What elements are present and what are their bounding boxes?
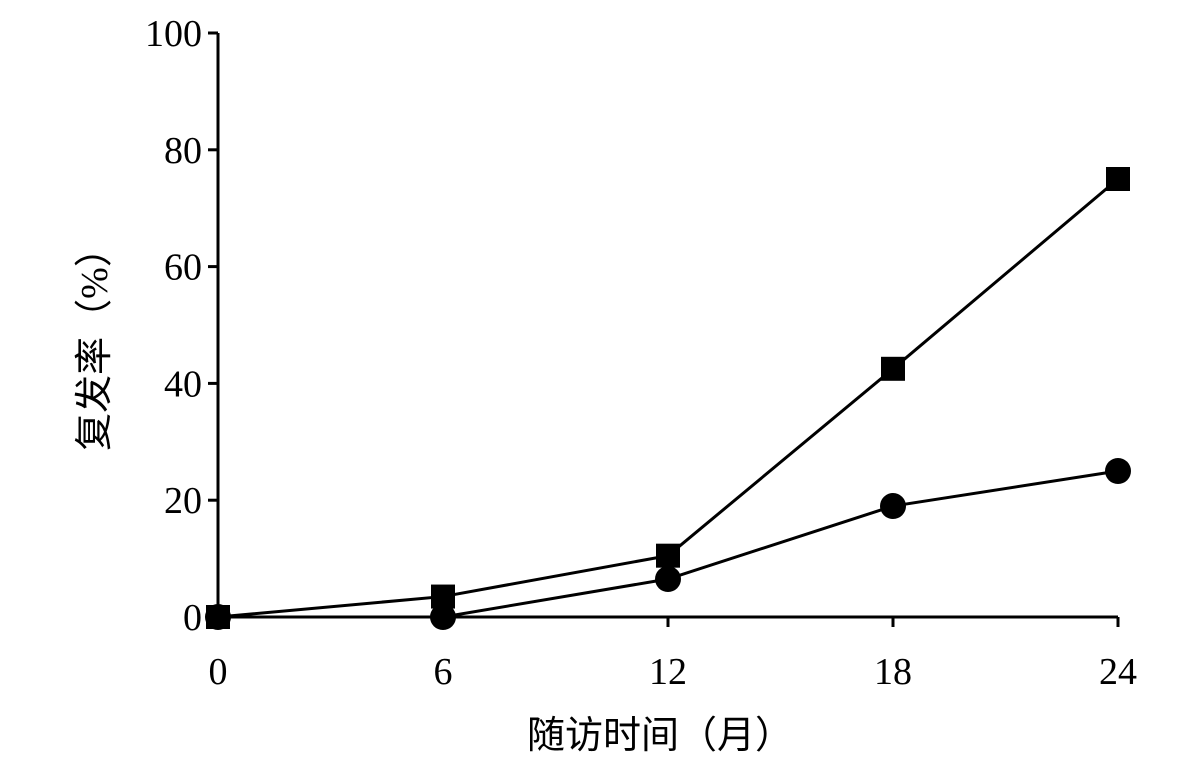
axes: 0 20 40 60 80 100 0 6 12 18 24 [145, 13, 1137, 693]
y-tick-label: 20 [164, 480, 202, 522]
y-tick-label: 80 [164, 130, 202, 172]
x-tick-label: 18 [874, 651, 912, 693]
x-tick-label: 6 [434, 651, 453, 693]
y-tick-label: 100 [145, 13, 202, 55]
data-point-circle [205, 604, 231, 630]
y-axis-title: 复发率（%） [74, 229, 116, 451]
data-point-circle [1105, 458, 1131, 484]
data-point-square [881, 356, 905, 381]
x-tick-label: 12 [649, 651, 687, 693]
data-point-square [656, 543, 680, 568]
data-point-square [1106, 167, 1130, 191]
x-tick-label: 24 [1099, 651, 1137, 693]
data-point-circle [655, 566, 681, 593]
data-point-circle [430, 604, 456, 630]
data-point-circle [880, 493, 906, 520]
y-tick-label: 0 [183, 597, 202, 639]
x-tick-label: 0 [209, 651, 228, 693]
y-tick-label: 40 [164, 363, 202, 405]
plot-area [205, 167, 1131, 630]
y-tick-label: 60 [164, 247, 202, 289]
x-axis-title: 随访时间（月） [527, 715, 793, 757]
